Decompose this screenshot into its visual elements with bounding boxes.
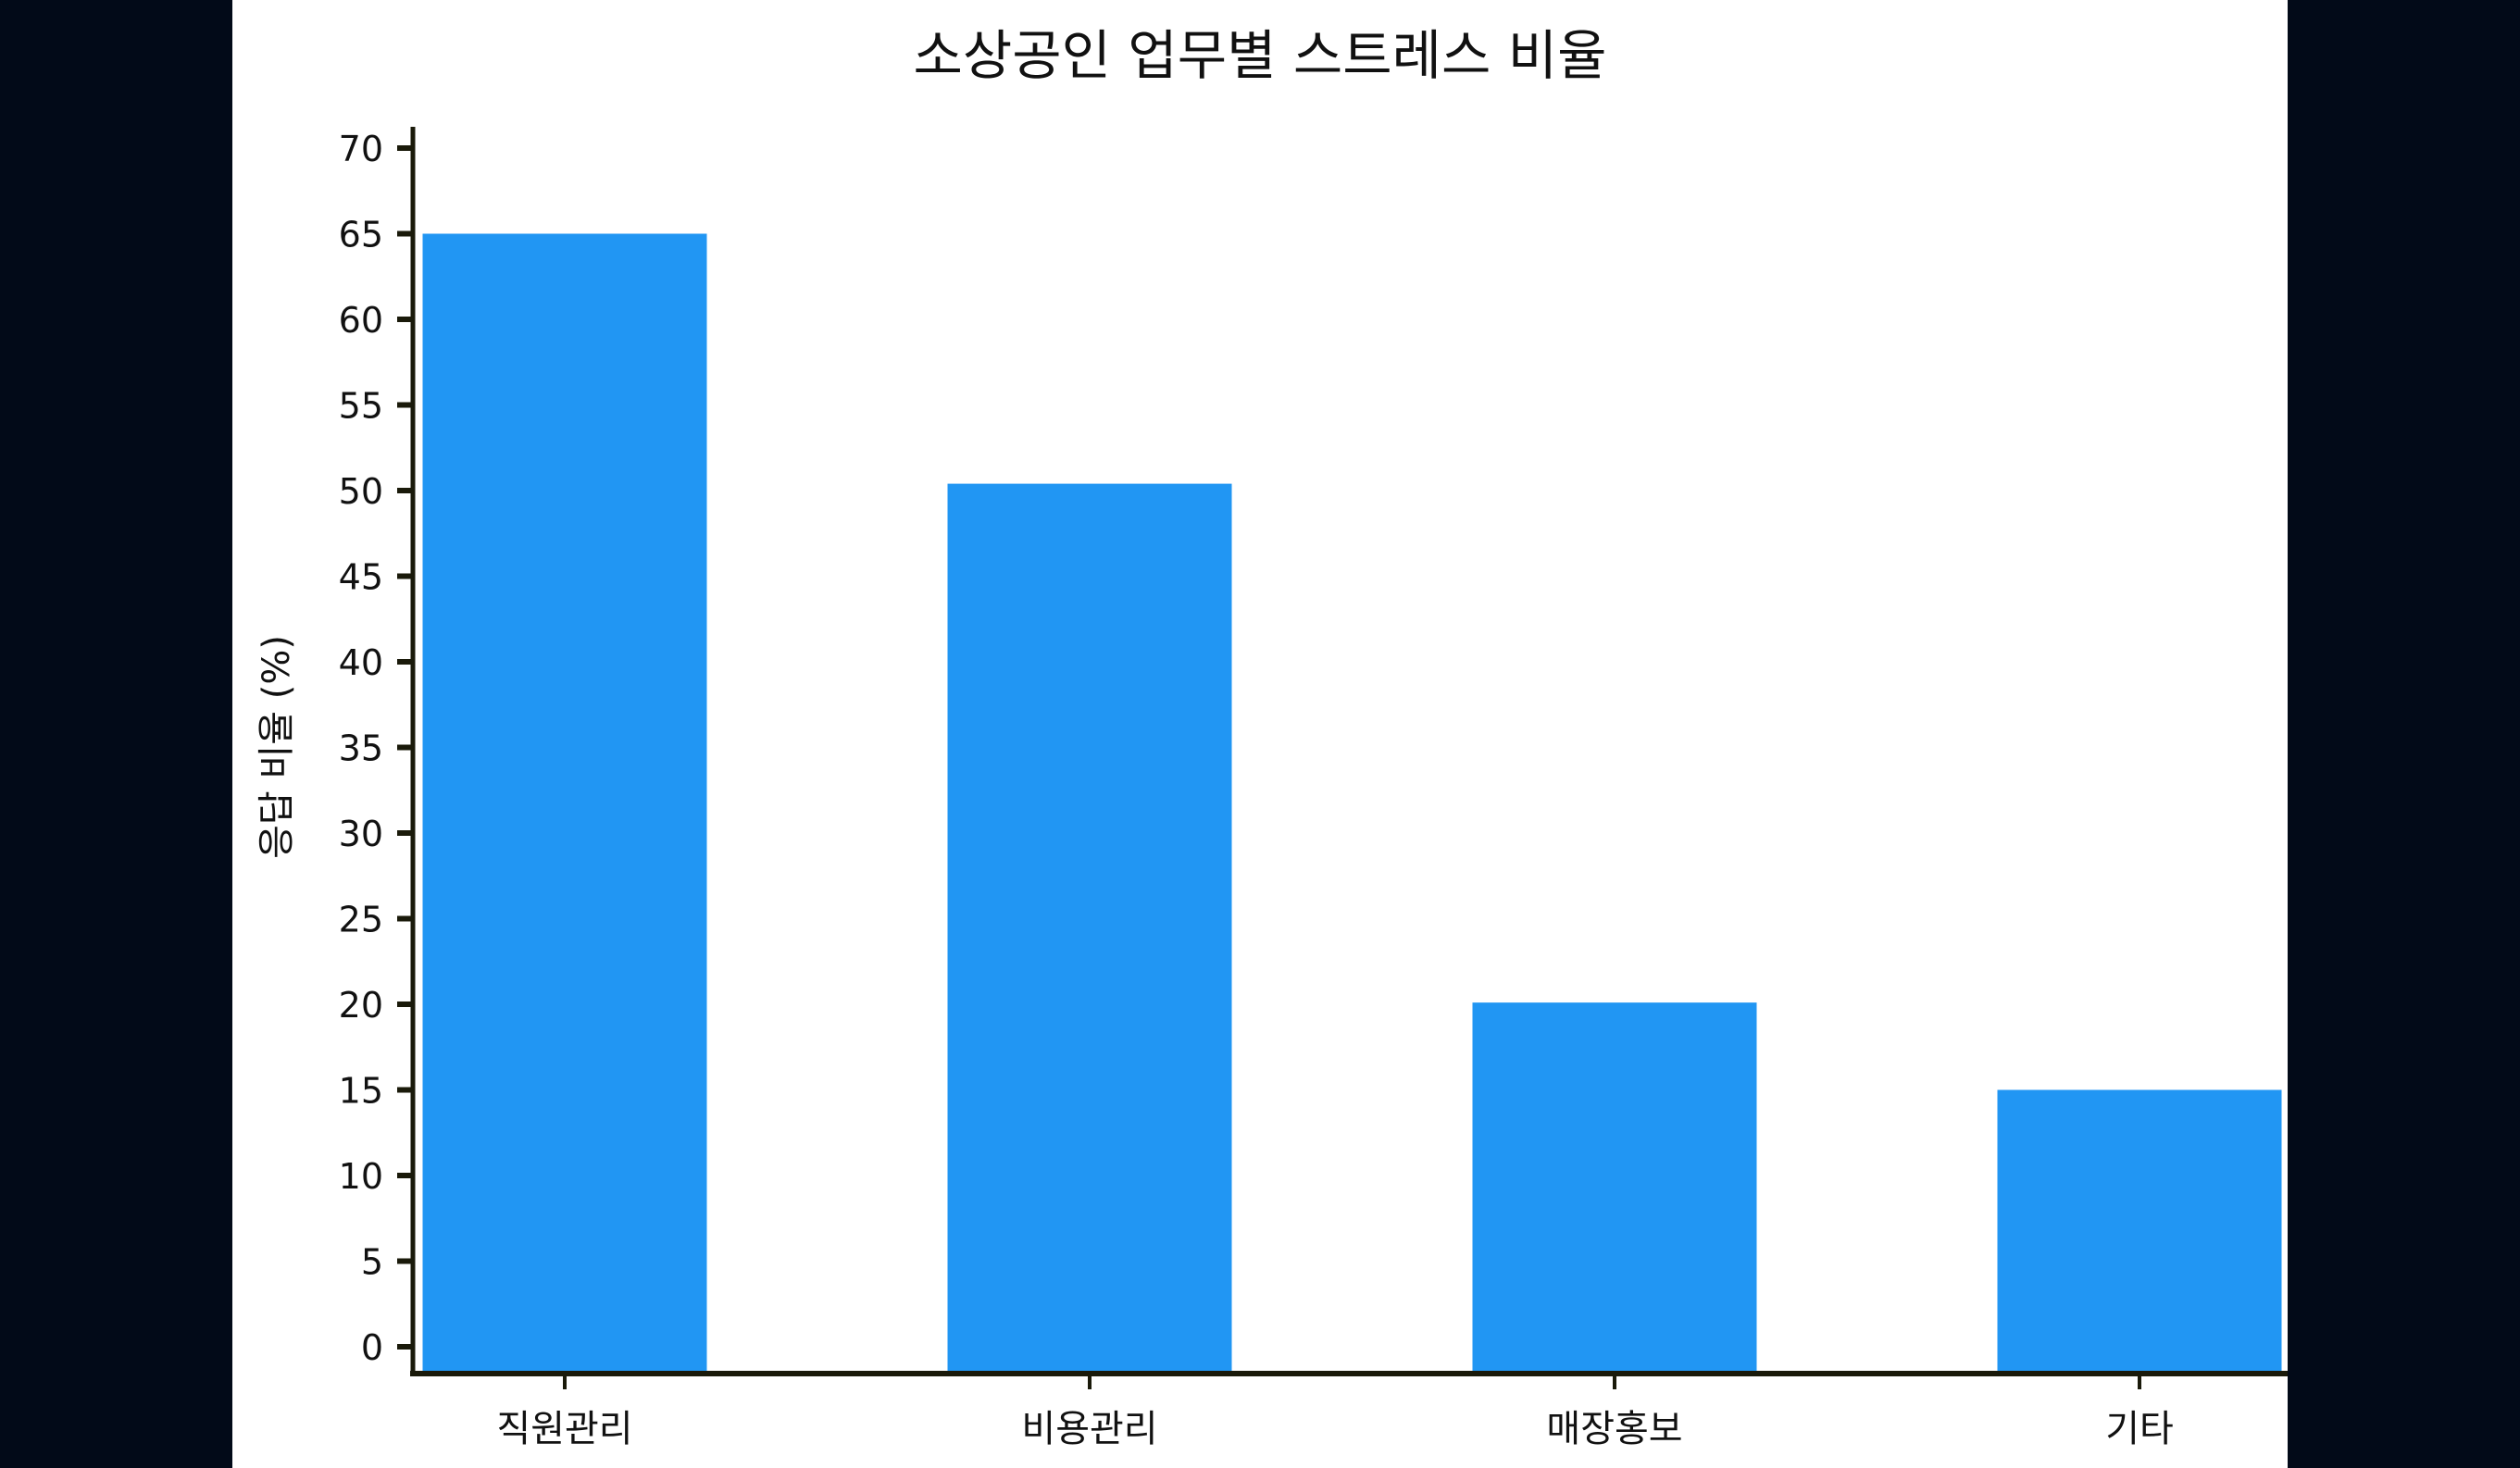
bar-2 bbox=[947, 483, 1232, 1374]
x-tick-label: 매장홍보 bbox=[1546, 1408, 1682, 1450]
x-tick-label: 직원관리 bbox=[496, 1408, 632, 1450]
y-tick-label: 15 bbox=[339, 1071, 383, 1112]
bar-3 bbox=[1472, 1002, 1757, 1374]
y-tick-label: 70 bbox=[339, 129, 383, 169]
y-tick-label: 60 bbox=[339, 300, 383, 341]
y-tick-label: 45 bbox=[339, 557, 383, 598]
bar-1 bbox=[422, 233, 707, 1374]
chart-title: 소상공인 업무별 스트레스 비율 bbox=[914, 24, 1607, 87]
y-tick-label: 65 bbox=[339, 215, 383, 255]
y-tick-label: 30 bbox=[339, 814, 383, 854]
y-tick-label: 0 bbox=[361, 1327, 383, 1368]
y-tick-label: 25 bbox=[339, 900, 383, 940]
y-tick-label: 20 bbox=[339, 985, 383, 1026]
y-tick-label: 55 bbox=[339, 386, 383, 427]
y-tick-label: 35 bbox=[339, 728, 383, 769]
bar-4 bbox=[1997, 1089, 2282, 1374]
y-tick-label: 10 bbox=[339, 1156, 383, 1197]
x-tick-label: 비용관리 bbox=[1021, 1408, 1157, 1450]
y-tick-label: 40 bbox=[339, 642, 383, 683]
y-axis-label: 응답 비율 (%) bbox=[256, 635, 298, 859]
x-tick-label: 기타 bbox=[2105, 1408, 2174, 1450]
y-tick-label: 50 bbox=[339, 471, 383, 512]
y-tick-label: 5 bbox=[361, 1242, 383, 1283]
